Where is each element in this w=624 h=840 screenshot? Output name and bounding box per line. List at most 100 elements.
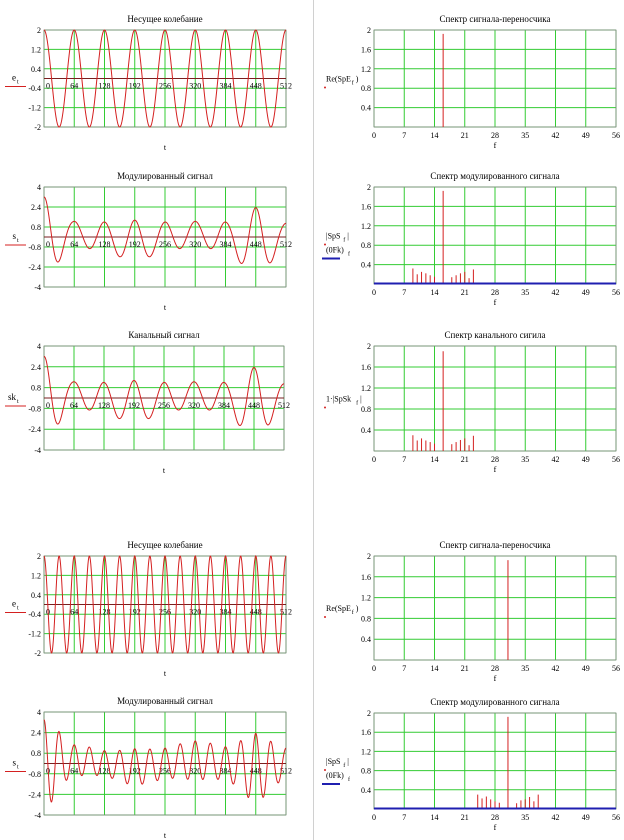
- x-tick-label: 49: [582, 131, 590, 140]
- x-tick-label: 192: [129, 240, 141, 249]
- y-tick-label: 0.8: [361, 405, 371, 414]
- x-tick-label: 256: [159, 608, 171, 617]
- x-tick-label: 21: [461, 288, 469, 297]
- y-tick-label: 0.8: [31, 223, 41, 232]
- x-axis-label: f: [494, 674, 497, 683]
- chart-title: Спектр сигнала-переносчика: [440, 14, 551, 24]
- y-tick-label: 4: [37, 708, 41, 717]
- x-tick-label: 0: [46, 82, 50, 91]
- chart-title: Спектр канального сигила: [445, 330, 546, 340]
- x-tick-label: 448: [248, 401, 260, 410]
- y-axis-label-2-subscript: f: [348, 251, 350, 258]
- x-tick-label: 14: [431, 288, 439, 297]
- x-axis-label: f: [494, 823, 497, 832]
- x-tick-label: 49: [582, 664, 590, 673]
- x-tick-label: 512: [280, 608, 292, 617]
- x-tick-label: 42: [552, 664, 560, 673]
- x-tick-label: 384: [220, 82, 232, 91]
- x-tick-label: 21: [461, 813, 469, 822]
- y-axis-label: 1·|SpSk: [326, 395, 351, 404]
- x-tick-label: 21: [461, 131, 469, 140]
- y-tick-label: 0.4: [361, 261, 371, 270]
- y-tick-label: 2: [367, 709, 371, 718]
- x-tick-label: 384: [220, 240, 232, 249]
- chart-channel-1: Канальный сигнал 4 2.4 0.8 -0.8 -2.4 -4 0 64 128 1…: [5, 330, 290, 475]
- y-tick-label: 0.4: [361, 635, 371, 644]
- y-axis-label-subscript: t: [17, 238, 19, 244]
- x-tick-label: 512: [280, 82, 292, 91]
- y-tick-label: 1.2: [361, 384, 371, 393]
- x-tick-label: 192: [129, 82, 141, 91]
- y-tick-label: 2.4: [31, 203, 41, 212]
- chart-title: Спектр сигнала-переносчика: [440, 540, 551, 550]
- y-tick-label: -2: [34, 649, 41, 658]
- y-tick-label: 0.4: [361, 104, 371, 113]
- x-tick-label: 128: [99, 82, 111, 91]
- x-tick-label: 192: [128, 401, 140, 410]
- x-axis-label: f: [494, 141, 497, 150]
- y-axis-label-tail: ): [356, 75, 359, 84]
- x-tick-label: 42: [552, 288, 560, 297]
- x-tick-label: 42: [552, 813, 560, 822]
- y-axis-label: sk: [8, 392, 17, 402]
- y-tick-label: -0.8: [28, 243, 41, 252]
- x-tick-label: 64: [70, 608, 78, 617]
- y-tick-label: 0.8: [361, 241, 371, 250]
- x-tick-label: 14: [431, 664, 439, 673]
- y-axis-label: e: [12, 73, 16, 83]
- y-tick-label: -0.4: [28, 610, 41, 619]
- column-divider: [313, 0, 314, 840]
- x-tick-label: 35: [521, 288, 529, 297]
- y-tick-label: 0.8: [31, 749, 41, 758]
- x-tick-label: 42: [552, 131, 560, 140]
- legend-marker: [324, 769, 326, 771]
- y-tick-label: -0.4: [28, 84, 41, 93]
- y-tick-label: 2: [37, 26, 41, 35]
- x-tick-label: 320: [189, 767, 201, 776]
- x-tick-label: 512: [280, 767, 292, 776]
- y-tick-label: 1.2: [361, 222, 371, 231]
- y-axis-label: Re(SpE: [326, 604, 351, 613]
- x-tick-label: 14: [431, 813, 439, 822]
- x-tick-label: 49: [582, 813, 590, 822]
- signal-trace: [43, 196, 287, 264]
- y-tick-label: 1.2: [361, 594, 371, 603]
- x-tick-label: 0: [372, 664, 376, 673]
- y-tick-label: 1.6: [361, 363, 371, 372]
- x-tick-label: 56: [612, 664, 620, 673]
- legend-marker: [324, 243, 326, 246]
- x-axis-label: t: [164, 669, 167, 678]
- y-axis-label-subscript: t: [17, 606, 19, 612]
- plot-frame: [373, 29, 617, 128]
- y-axis-label: s: [12, 231, 16, 241]
- x-tick-label: 0: [372, 813, 376, 822]
- y-axis-label-tail: |: [347, 232, 349, 241]
- x-tick-label: 0: [372, 131, 376, 140]
- x-tick-label: 448: [250, 240, 262, 249]
- y-tick-label: 1.6: [361, 573, 371, 582]
- x-tick-label: 448: [250, 608, 262, 617]
- y-tick-label: 0.4: [31, 65, 41, 74]
- x-tick-label: 0: [46, 401, 50, 410]
- x-tick-label: 14: [431, 455, 439, 464]
- y-tick-label: -4: [34, 446, 41, 455]
- x-tick-label: 512: [278, 401, 290, 410]
- x-tick-label: 64: [70, 767, 78, 776]
- y-tick-label: 0.8: [361, 84, 371, 93]
- x-tick-label: 448: [250, 767, 262, 776]
- legend-marker: [324, 406, 326, 409]
- x-tick-label: 14: [431, 131, 439, 140]
- chart-carrier-spectrum-2: Спектр сигнала-переносчика 2 1.6 1.2 0.8 0.4 0…: [324, 540, 620, 683]
- chart-title: Спектр модулированного сигнала: [430, 697, 559, 707]
- x-tick-label: 256: [158, 401, 170, 410]
- x-axis-label: f: [494, 298, 497, 307]
- x-tick-label: 56: [612, 455, 620, 464]
- x-axis-label: t: [164, 831, 167, 840]
- y-tick-label: 2: [367, 342, 371, 351]
- x-tick-label: 64: [70, 82, 78, 91]
- chart-carrier-spectrum-1: Спектр сигнала-переносчика 2 1.6 1.2 0.8 0.4 0…: [324, 14, 620, 150]
- x-tick-label: 49: [582, 455, 590, 464]
- x-tick-label: 320: [189, 608, 201, 617]
- y-axis-label-subscript: f: [352, 609, 354, 616]
